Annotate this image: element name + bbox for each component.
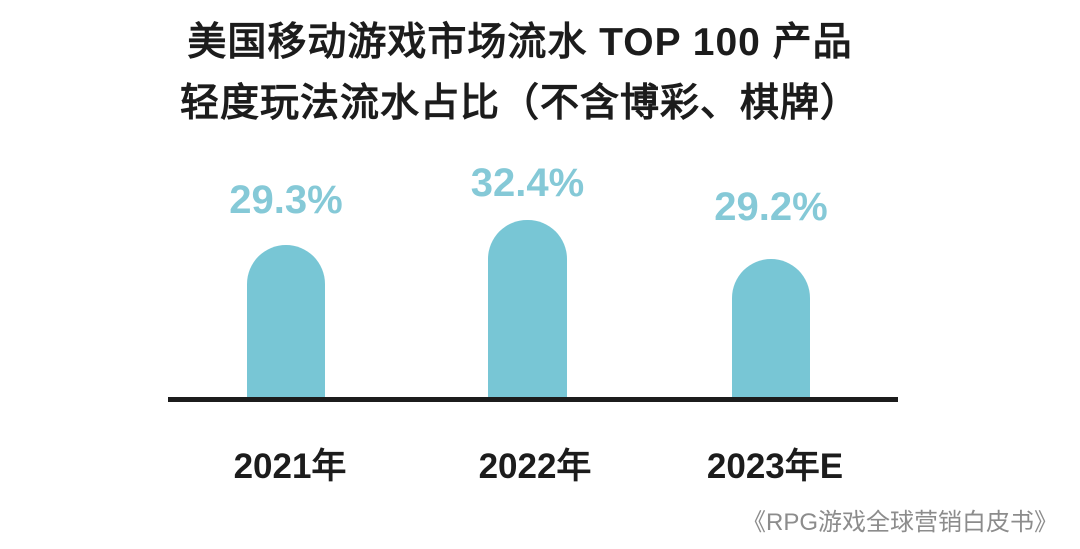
chart-title-line2: 轻度玩法流水占比（不含博彩、棋牌） [179,82,860,125]
x-axis-label: 2023年E [706,447,844,486]
x-axis-label: 2022年 [478,447,592,486]
bar [488,220,567,400]
chart-title: 美国移动游戏市场流水 TOP 100 产品 轻度玩法流水占比（不含博彩、棋牌） [0,12,1040,134]
bar-value-label: 29.3% [229,178,343,222]
chart-title-line1: 美国移动游戏市场流水 TOP 100 产品 [187,21,853,64]
bar [732,259,810,400]
source-caption: 《RPG游戏全球营销白皮书》 [741,509,1058,536]
x-axis-line [168,397,898,402]
bar-value-label: 29.2% [714,185,828,229]
x-axis-label: 2021年 [233,447,347,486]
bar-value-label: 32.4% [470,161,585,205]
bar [247,245,325,400]
